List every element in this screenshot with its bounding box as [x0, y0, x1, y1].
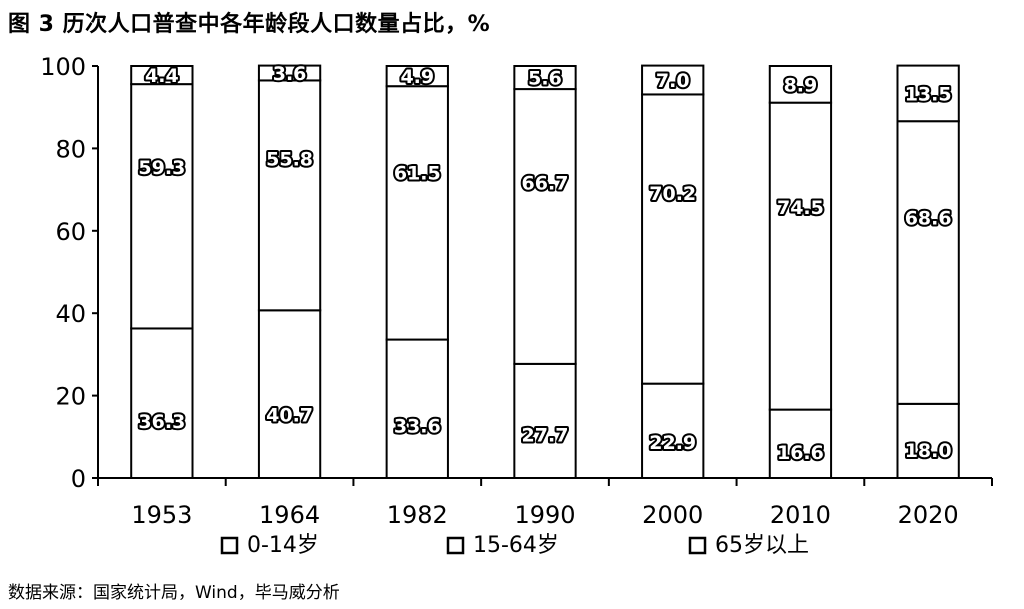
bar-segment-1990-age-15-64 — [513, 88, 577, 365]
bar-segment-2000-age-65-plus — [641, 64, 705, 96]
y-tick-label: 20 — [55, 383, 86, 411]
data-source-note: 数据来源：国家统计局，Wind，毕马威分析 — [8, 583, 340, 603]
legend-swatch — [688, 536, 707, 555]
y-tick-label: 80 — [55, 135, 86, 163]
data-label: 22.9 — [649, 432, 696, 454]
bar-segment-2000-age-0-14 — [641, 382, 705, 480]
data-label: 18.0 — [905, 440, 952, 462]
data-label: 70.2 — [649, 183, 696, 205]
data-label: 59.3 — [138, 157, 185, 179]
legend-swatch — [446, 536, 465, 555]
bar-segment-2020-age-65-plus — [896, 64, 960, 123]
bar-segment-2020-age-0-14 — [896, 402, 960, 479]
data-label: 16.6 — [777, 442, 824, 464]
y-tick-label: 100 — [40, 53, 86, 81]
value-labels: 36.3 59.3 4.4 40.7 55.8 3.6 33.6 61.5 4.9 27.7 66.… — [136, 61, 953, 466]
chart-title: 图 3 历次人口普查中各年龄段人口数量占比，% — [8, 12, 491, 37]
x-tick-label: 1990 — [514, 501, 575, 529]
data-label: 4.9 — [400, 66, 434, 88]
x-tick-label: 2000 — [642, 501, 703, 529]
bar-segment-1964-age-0-14 — [257, 309, 322, 480]
bar-segment-1953-age-0-14 — [130, 327, 194, 479]
data-label: 8.9 — [784, 74, 818, 96]
bar-segment-2010-age-15-64 — [768, 101, 833, 411]
legend-swatch — [220, 536, 239, 555]
data-label: 4.4 — [145, 65, 179, 87]
data-label: 3.6 — [273, 63, 307, 85]
bar-segment-1964-age-65-plus — [257, 64, 322, 82]
bar-segment-2000-age-15-64 — [641, 93, 705, 385]
bar-segment-1964-age-15-64 — [257, 79, 322, 312]
data-label: 74.5 — [777, 197, 824, 219]
data-label: 33.6 — [394, 415, 441, 437]
data-label: 36.3 — [138, 411, 185, 433]
bar-segment-1990-age-65-plus — [513, 65, 577, 91]
x-tick-label: 2010 — [770, 501, 831, 529]
legend-label: 0-14岁 — [247, 533, 319, 558]
legend-label: 65岁以上 — [715, 533, 809, 558]
bar-segment-2010-age-65-plus — [768, 65, 833, 104]
data-label: 5.6 — [528, 68, 562, 90]
y-tick-label: 40 — [55, 300, 86, 328]
bar-segment-1990-age-0-14 — [513, 362, 577, 480]
data-label: 27.7 — [522, 425, 569, 447]
bar-segment-1982-age-15-64 — [385, 85, 449, 341]
y-tick-label: 0 — [71, 465, 86, 493]
x-tick-label: 1964 — [259, 501, 320, 529]
y-tick-label: 60 — [55, 218, 86, 246]
bars — [130, 64, 960, 480]
data-label: 66.7 — [522, 173, 569, 195]
data-label: 68.6 — [905, 207, 952, 229]
bar-segment-2020-age-15-64 — [896, 120, 960, 405]
data-label: 13.5 — [905, 83, 952, 105]
bar-segment-1982-age-65-plus — [385, 65, 449, 88]
bar-segment-1953-age-65-plus — [130, 65, 194, 86]
x-tick-label: 1953 — [131, 501, 192, 529]
bar-segment-1982-age-0-14 — [385, 338, 449, 479]
bar-segment-1953-age-15-64 — [130, 83, 194, 330]
legend: 0-14岁 15-64岁 65岁以上 — [220, 533, 809, 558]
data-label: 61.5 — [394, 162, 441, 184]
data-label: 55.8 — [266, 149, 313, 171]
legend-label: 15-64岁 — [473, 533, 559, 558]
data-label: 7.0 — [656, 70, 690, 92]
x-tick-label: 1982 — [387, 501, 448, 529]
data-label: 40.7 — [266, 404, 313, 426]
x-tick-label: 2020 — [898, 501, 959, 529]
